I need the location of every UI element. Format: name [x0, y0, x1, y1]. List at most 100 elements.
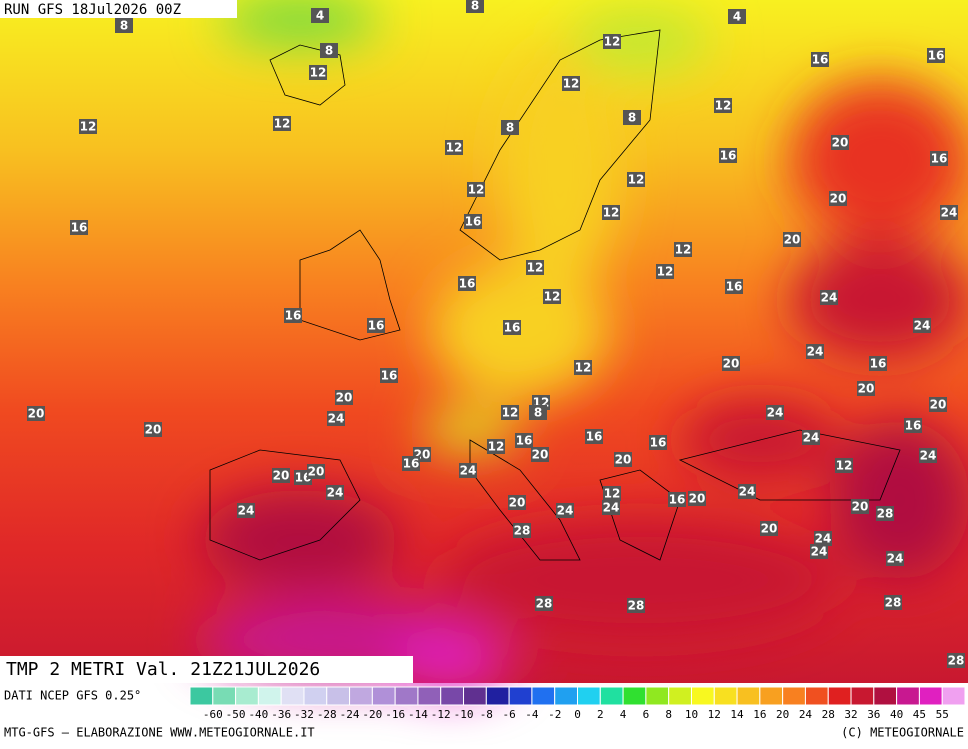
contour-label-box: [501, 405, 519, 420]
contour-label-box: [327, 411, 345, 426]
contour-label: 16: [368, 319, 385, 333]
contour-label-box: [367, 318, 385, 333]
contour-label: 16: [504, 321, 521, 335]
contour-label-box: [503, 320, 521, 335]
contour-label: 12: [836, 459, 853, 473]
contour-label: 20: [308, 465, 325, 479]
legend-swatch: [485, 686, 510, 706]
contour-label: 24: [328, 412, 345, 426]
contour-label-box: [529, 405, 547, 420]
contour-label: 8: [628, 111, 636, 125]
contour-label: 16: [812, 53, 829, 67]
contour-label-box: [714, 98, 732, 113]
contour-label: 20: [28, 407, 45, 421]
contour-label-box: [829, 191, 847, 206]
contour-label-box: [585, 429, 603, 444]
legend-label: 4: [620, 708, 627, 721]
contour-label: 28: [628, 599, 645, 613]
contour-label-box: [719, 148, 737, 163]
contour-label-box: [543, 289, 561, 304]
legend-label: 6: [643, 708, 650, 721]
contour-label: 16: [516, 434, 533, 448]
contour-label: 12: [274, 117, 291, 131]
contour-label-box: [562, 76, 580, 91]
contour-label: 20: [336, 391, 353, 405]
contour-label: 20: [858, 382, 875, 396]
contour-label: 12: [310, 66, 327, 80]
legend-swatch: [736, 686, 761, 706]
contour-label-box: [515, 433, 533, 448]
contour-label: 20: [273, 469, 290, 483]
contour-label: 12: [544, 290, 561, 304]
contour-label: 28: [877, 507, 894, 521]
contour-label-box: [603, 34, 621, 49]
contour-label-box: [738, 484, 756, 499]
contour-label-box: [876, 506, 894, 521]
contour-label: 16: [720, 149, 737, 163]
contour-label-box: [459, 463, 477, 478]
contour-label: 12: [604, 35, 621, 49]
header-box: [0, 0, 237, 18]
contour-label: 24: [920, 449, 937, 463]
legend-label: -50: [226, 708, 246, 721]
contour-label-box: [884, 595, 902, 610]
contour-label-box: [766, 405, 784, 420]
legend-swatch: [622, 686, 647, 706]
contour-label-box: [144, 422, 162, 437]
legend-swatch: [371, 686, 396, 706]
contour-label: 20: [830, 192, 847, 206]
contour-label: 16: [71, 221, 88, 235]
legend-label: 20: [776, 708, 789, 721]
contour-label: 4: [316, 9, 324, 23]
contour-label-box: [947, 653, 965, 668]
legend-label: 2: [597, 708, 604, 721]
legend-label: -60: [203, 708, 223, 721]
contour-label: 28: [885, 596, 902, 610]
contour-label: 16: [459, 277, 476, 291]
contour-label: 16: [905, 419, 922, 433]
contour-label-box: [526, 260, 544, 275]
contour-label: 4: [733, 10, 741, 24]
contour-label-box: [851, 499, 869, 514]
contour-label: 12: [604, 487, 621, 501]
contour-label: 24: [941, 206, 958, 220]
contour-label-box: [831, 135, 849, 150]
contour-label: 24: [815, 532, 832, 546]
legend-label: 40: [890, 708, 903, 721]
contour-label: 16: [381, 369, 398, 383]
contour-label-box: [487, 439, 505, 454]
contour-label-box: [688, 491, 706, 506]
contour-label-box: [284, 308, 302, 323]
contour-label: 8: [506, 121, 514, 135]
contour-label-box: [467, 182, 485, 197]
contour-label: 12: [527, 261, 544, 275]
data-source: DATI NCEP GFS 0.25°: [4, 689, 141, 703]
contour-label-box: [886, 551, 904, 566]
contour-label: 12: [715, 99, 732, 113]
contour-label: 20: [832, 136, 849, 150]
contour-label-box: [574, 360, 592, 375]
legend-swatch: [394, 686, 419, 706]
legend-swatch: [235, 686, 259, 706]
legend-swatch: [212, 686, 237, 706]
contour-label: 24: [238, 504, 255, 518]
contour-label-box: [656, 264, 674, 279]
legend-swatch: [599, 686, 624, 706]
contour-label-box: [535, 596, 553, 611]
legend-label: 24: [799, 708, 813, 721]
contour-label-box: [783, 232, 801, 247]
legend-label: -8: [480, 708, 493, 721]
contour-label: 28: [514, 524, 531, 538]
legend-label: -4: [525, 708, 539, 721]
legend-label: -24: [340, 708, 360, 721]
contour-label-box: [115, 18, 133, 33]
legend-label: -20: [362, 708, 382, 721]
contour-label-box: [602, 205, 620, 220]
contour-label-box: [930, 151, 948, 166]
contour-label-box: [810, 544, 828, 559]
legend-label: -40: [248, 708, 268, 721]
contour-label-box: [820, 290, 838, 305]
legend-swatch: [463, 686, 487, 706]
contour-label: 12: [603, 206, 620, 220]
map-title: TMP 2 METRI Val. 21Z21JUL2026: [6, 659, 320, 680]
